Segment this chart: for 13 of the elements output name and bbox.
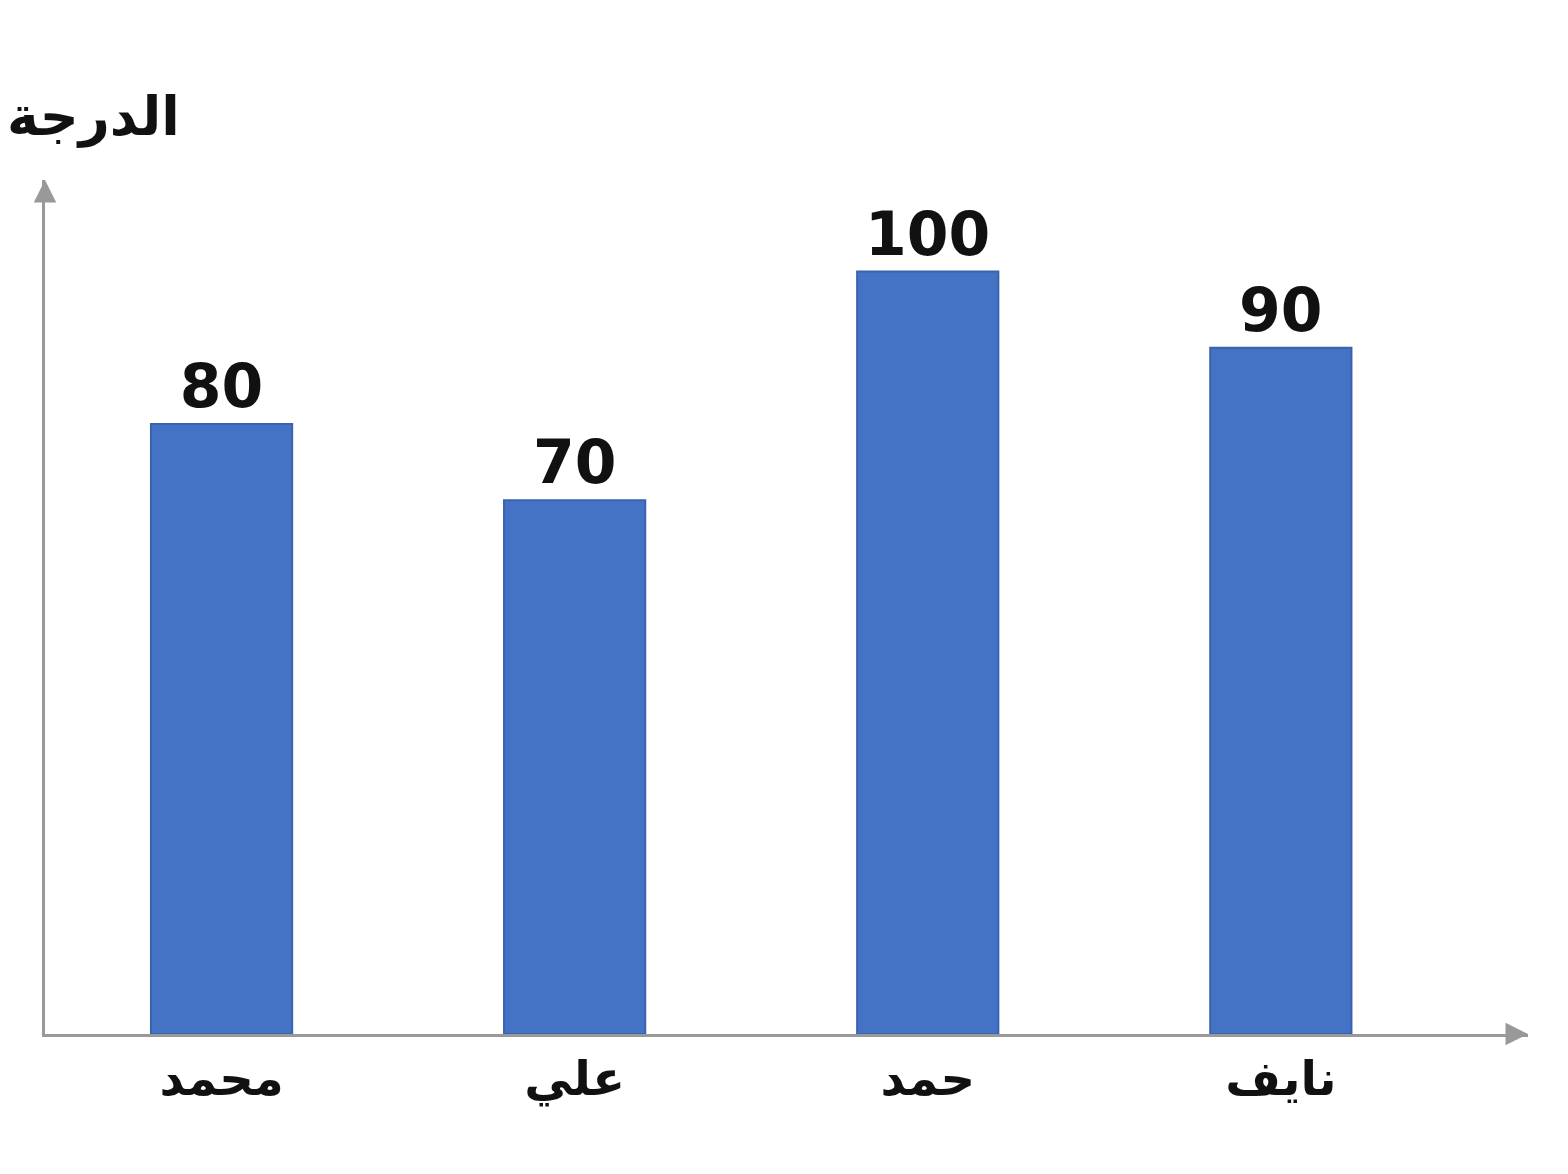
data-label: 100 <box>865 198 991 269</box>
data-label: 70 <box>532 427 617 498</box>
bar <box>503 499 647 1034</box>
x-tick-label: علي <box>524 1049 626 1107</box>
x-tick-label: حمد <box>880 1049 975 1106</box>
bar <box>1209 346 1353 1034</box>
x-tick-label: نايف <box>1225 1049 1337 1106</box>
data-label: 90 <box>1239 274 1323 345</box>
y-axis-title: الدرجة <box>7 85 180 148</box>
data-label: 80 <box>179 351 264 421</box>
x-tick-label: محمد <box>159 1049 284 1106</box>
bar <box>149 423 294 1034</box>
bar <box>856 270 1000 1034</box>
